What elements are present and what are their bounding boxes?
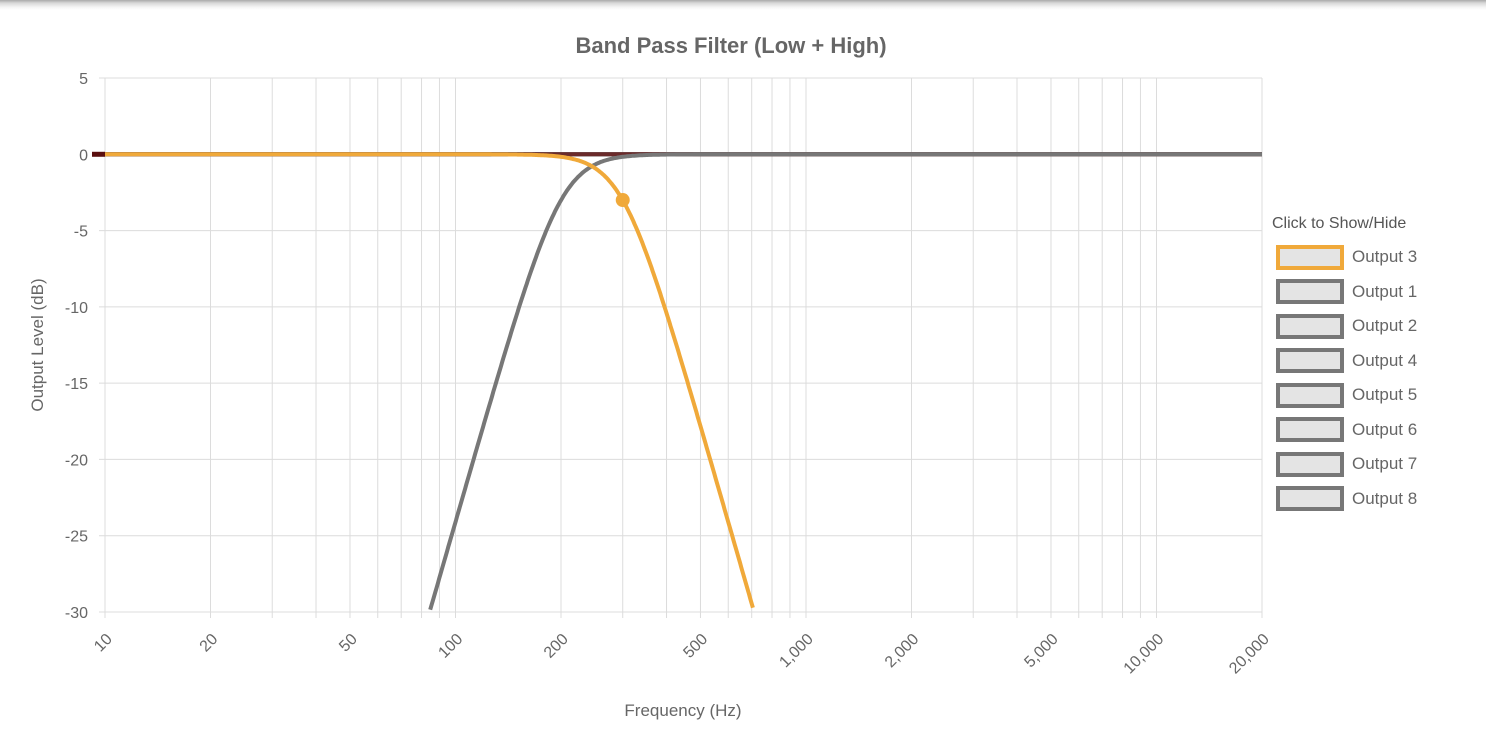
legend-swatch-output-1 (1276, 279, 1344, 305)
y-tick-label: -20 (65, 452, 88, 469)
y-tick-label: 5 (79, 71, 88, 88)
line-start-marker (92, 151, 105, 157)
legend-label-output-2: Output 2 (1352, 316, 1418, 336)
legend-swatch-output-6 (1276, 417, 1344, 443)
chart-title: Band Pass Filter (Low + High) (575, 33, 886, 58)
legend-item-output-2[interactable]: Output 2 (1266, 309, 1476, 344)
y-tick-label: -15 (65, 376, 88, 393)
y-tick-label: 0 (79, 147, 88, 164)
series-line-output-1 (428, 152, 1263, 611)
legend-label-output-5: Output 5 (1352, 385, 1418, 405)
x-tick-label: 10 (91, 631, 116, 656)
x-tick-label: 10,000 (1121, 631, 1168, 678)
series-line-output-3 (104, 152, 755, 609)
x-tick-label: 500 (680, 631, 711, 662)
legend-label-output-1: Output 1 (1352, 281, 1418, 301)
y-tick-label: -5 (74, 224, 88, 241)
legend-label-output-8: Output 8 (1352, 488, 1418, 508)
grid (99, 77, 1263, 618)
x-tick-label: 100 (435, 631, 466, 662)
legend: Click to Show/Hide Output 3 Output 1 Out… (1266, 212, 1476, 516)
legend-label-output-6: Output 6 (1352, 419, 1418, 439)
series-lines (92, 151, 1263, 611)
legend-item-output-3[interactable]: Output 3 (1266, 240, 1476, 275)
x-tick-label: 50 (336, 631, 361, 656)
y-tick-label: -25 (65, 529, 88, 546)
x-tick-label: 2,000 (882, 631, 922, 671)
legend-item-output-7[interactable]: Output 7 (1266, 447, 1476, 482)
legend-swatch-output-3 (1276, 244, 1344, 270)
legend-items: Output 3 Output 1 Output 2 Output 4 Outp… (1266, 240, 1476, 516)
legend-swatch-output-8 (1276, 486, 1344, 512)
y-tick-label: -30 (65, 605, 88, 622)
x-tick-label: 1,000 (776, 631, 816, 671)
y-axis-label: Output Level (dB) (28, 278, 47, 411)
legend-title: Click to Show/Hide (1272, 215, 1407, 232)
x-tick-label: 5,000 (1021, 631, 1061, 671)
legend-item-output-5[interactable]: Output 5 (1266, 378, 1476, 413)
legend-swatch-output-7 (1276, 451, 1344, 477)
marker-output-3 (615, 193, 630, 208)
legend-item-output-1[interactable]: Output 1 (1266, 275, 1476, 310)
x-tick-label: 20,000 (1226, 631, 1273, 678)
y-tick-label: -10 (65, 300, 88, 317)
legend-swatch-output-5 (1276, 382, 1344, 408)
legend-item-output-8[interactable]: Output 8 (1266, 482, 1476, 517)
legend-swatch-output-2 (1276, 313, 1344, 339)
legend-item-output-6[interactable]: Output 6 (1266, 413, 1476, 448)
legend-label-output-3: Output 3 (1352, 247, 1418, 267)
legend-label-output-7: Output 7 (1352, 454, 1418, 474)
x-tick-label: 200 (541, 631, 572, 662)
x-tick-label: 20 (197, 631, 222, 656)
legend-label-output-4: Output 4 (1352, 350, 1418, 370)
legend-swatch-output-4 (1276, 348, 1344, 374)
x-axis-label: Frequency (Hz) (624, 701, 741, 720)
top-shadow-bar (0, 0, 1486, 10)
legend-item-output-4[interactable]: Output 4 (1266, 344, 1476, 379)
